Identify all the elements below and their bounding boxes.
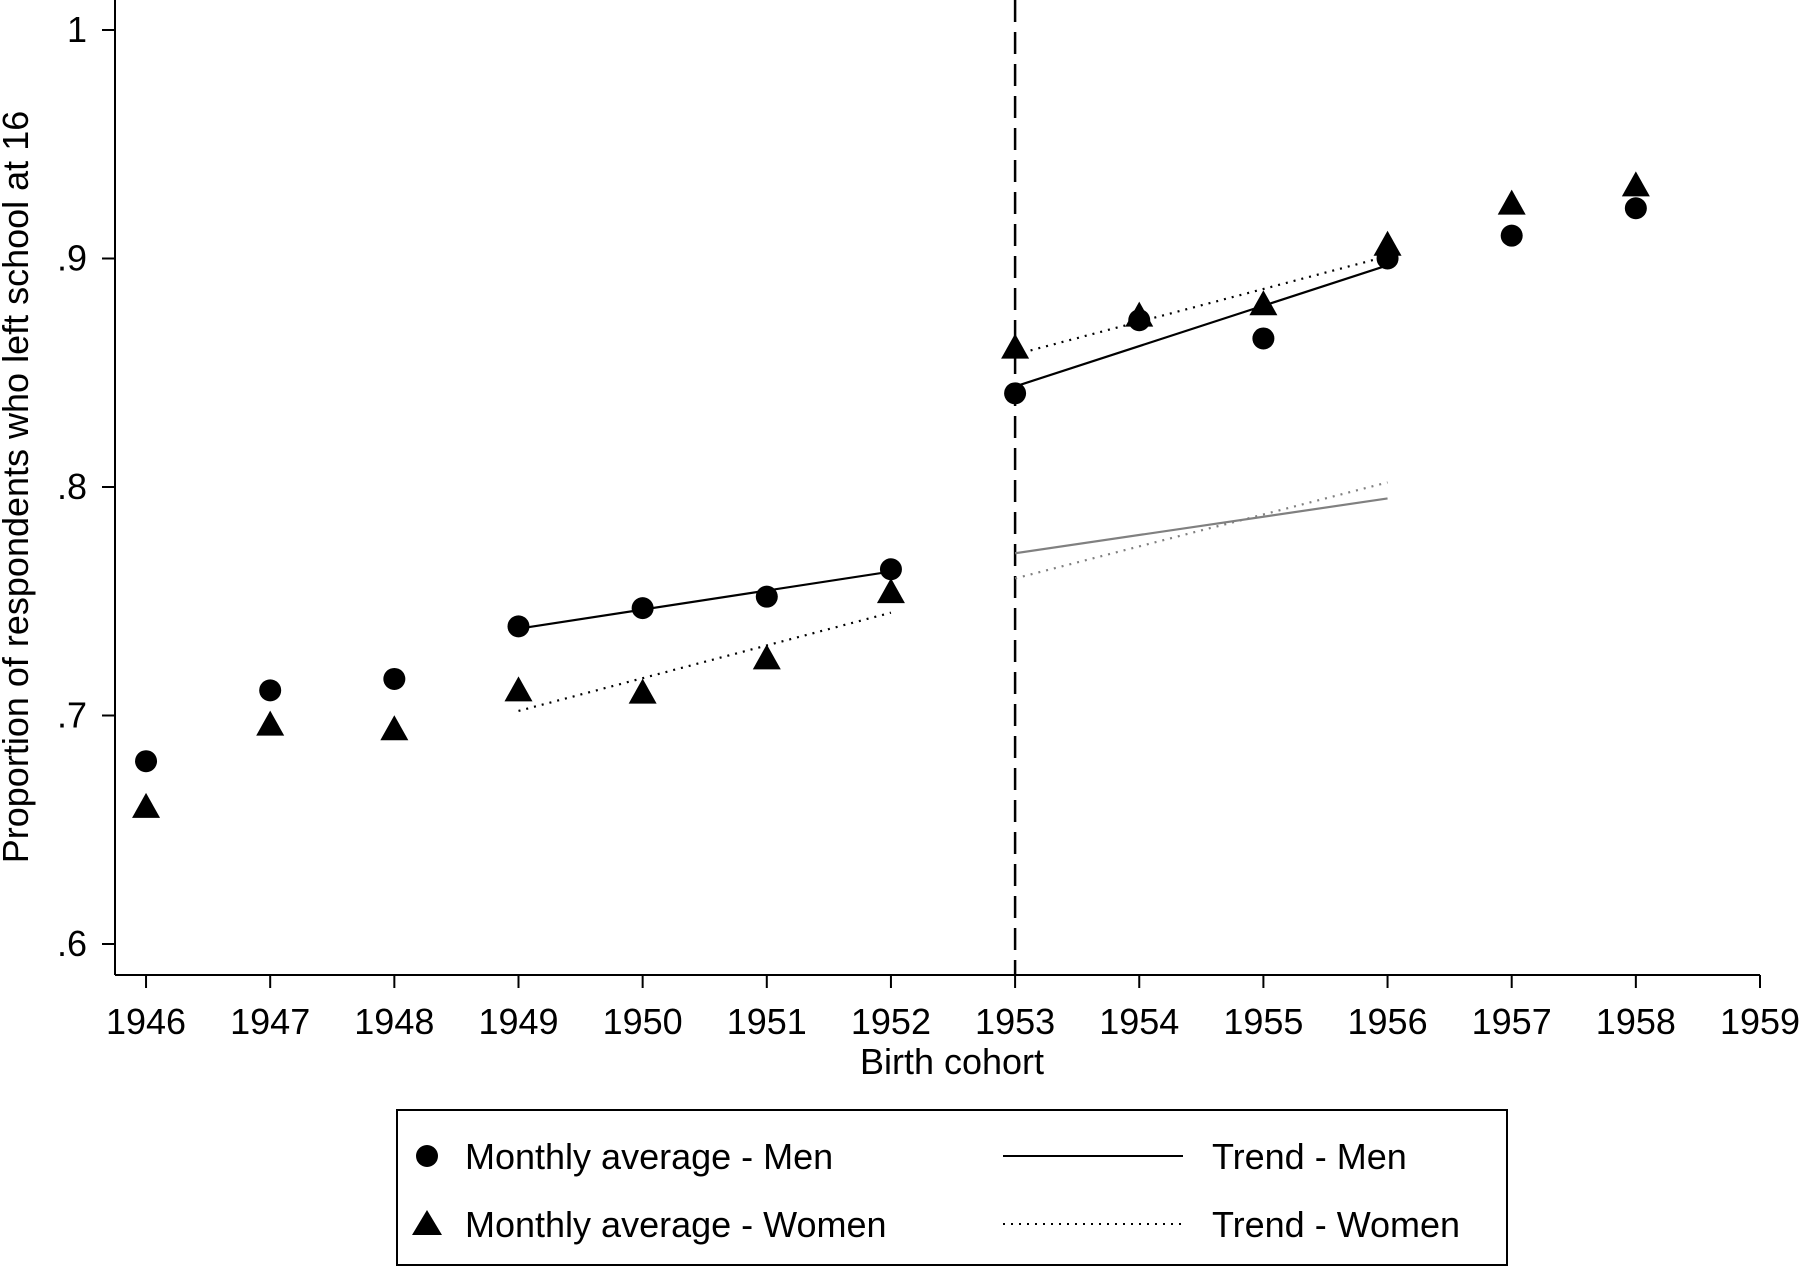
trend-line-women (1014, 255, 1388, 356)
data-point-men (755, 585, 778, 608)
y-tick-label: .6 (57, 923, 87, 964)
data-point-men (879, 558, 902, 581)
x-tick-label: 1957 (1472, 1001, 1552, 1042)
trend-line-men (1014, 264, 1388, 388)
legend-label-women-average: Monthly average - Women (465, 1204, 887, 1245)
x-tick-label: 1955 (1223, 1001, 1303, 1042)
data-point-men (631, 597, 654, 620)
counterfactual-line-men (1014, 497, 1388, 555)
data-point-men (507, 615, 530, 638)
x-tick-label: 1958 (1596, 1001, 1676, 1042)
legend: Monthly average - Men Monthly average - … (396, 1109, 1508, 1266)
data-point-men (135, 750, 158, 773)
x-tick-label: 1946 (106, 1001, 186, 1042)
data-point-women (876, 578, 905, 604)
x-tick-label: 1948 (354, 1001, 434, 1042)
y-tick-label: 1 (67, 9, 87, 50)
x-tick-label: 1949 (478, 1001, 558, 1042)
data-point-women (1125, 301, 1154, 327)
trend-line-men (518, 570, 892, 630)
data-point-men (1624, 197, 1647, 220)
legend-label-men-average: Monthly average - Men (465, 1136, 833, 1177)
data-point-women (1621, 171, 1650, 197)
plot-area (132, 0, 1650, 975)
y-tick-label: .8 (57, 466, 87, 507)
y-tick-label: .9 (57, 238, 87, 279)
data-point-women (380, 715, 409, 741)
data-point-women (752, 644, 781, 670)
x-tick-label: 1954 (1099, 1001, 1179, 1042)
data-point-men (1004, 382, 1027, 405)
legend-label-women-trend: Trend - Women (1212, 1204, 1460, 1245)
y-axis-title: Proportion of respondents who left schoo… (0, 111, 36, 863)
trend-line-women (518, 611, 892, 712)
data-point-women (256, 710, 285, 736)
data-point-men (259, 679, 282, 702)
x-tick-label: 1947 (230, 1001, 310, 1042)
x-axis-title: Birth cohort (860, 1041, 1044, 1082)
data-point-men (1252, 327, 1275, 350)
legend-label-men-trend: Trend - Men (1212, 1136, 1407, 1177)
data-point-women (1249, 290, 1278, 316)
data-point-men (1500, 224, 1523, 247)
legend-marker-men-circle (416, 1145, 438, 1167)
data-point-women (1497, 189, 1526, 215)
data-point-women (1001, 333, 1030, 359)
x-tick-label: 1956 (1348, 1001, 1428, 1042)
x-axis: 1946 1947 1948 1949 1950 1951 1952 1953 1954 1955… (106, 974, 1800, 1042)
y-axis: .6 .7 .8 .9 1 (57, 0, 116, 975)
legend-box (396, 1109, 1508, 1266)
data-point-women (132, 792, 161, 818)
data-point-women (504, 676, 533, 702)
legend-marker-women-triangle (412, 1210, 442, 1235)
counterfactual-line-women (1014, 481, 1388, 580)
x-tick-label: 1950 (603, 1001, 683, 1042)
x-tick-label: 1953 (975, 1001, 1055, 1042)
data-point-women (628, 678, 657, 704)
y-tick-label: .7 (57, 695, 87, 736)
x-tick-label: 1952 (851, 1001, 931, 1042)
data-point-men (383, 667, 406, 690)
data-point-women (1373, 230, 1402, 256)
x-tick-label: 1951 (727, 1001, 807, 1042)
x-tick-label: 1959 (1720, 1001, 1800, 1042)
